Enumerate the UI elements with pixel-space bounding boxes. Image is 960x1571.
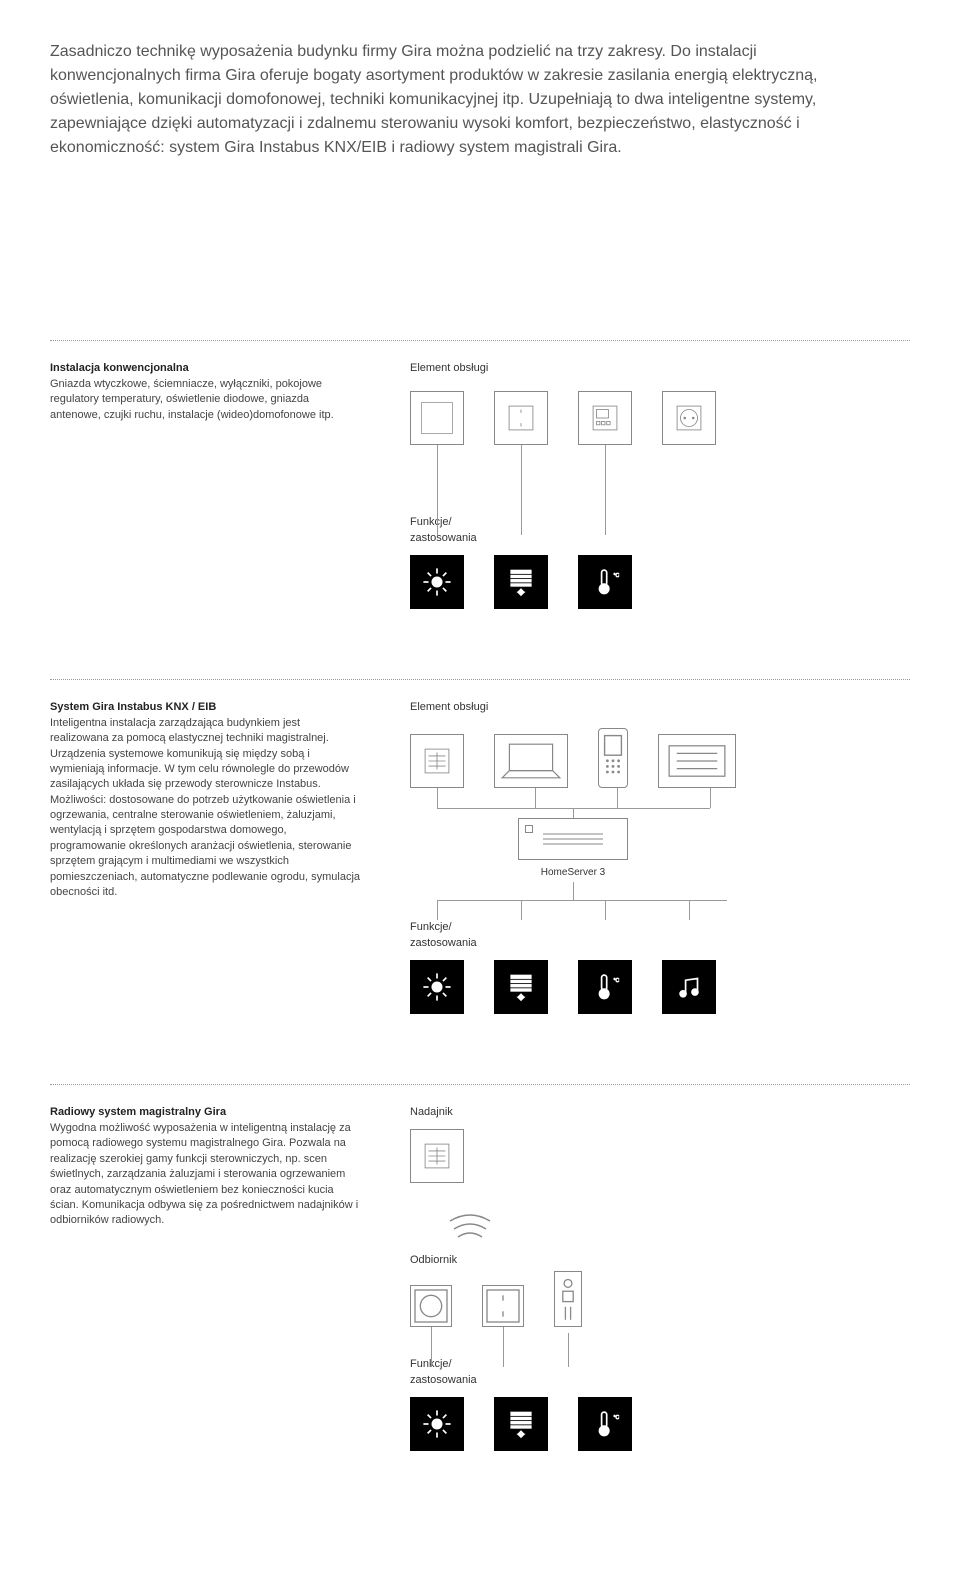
section-body: Wygodna możliwość wyposażenia w intelige… — [50, 1121, 360, 1229]
blinds-function-icon — [494, 555, 548, 609]
row-label: Odbiornik — [410, 1253, 910, 1269]
temperature-function-icon: °C — [578, 555, 632, 609]
receiver-rocker-icon — [482, 1285, 524, 1327]
touchpanel-device-icon — [658, 734, 736, 788]
receiver-actuator-icon — [554, 1271, 582, 1327]
section-knx: System Gira Instabus KNX / EIB Inteligen… — [50, 700, 910, 1044]
divider — [50, 679, 910, 680]
section-radio: Radiowy system magistralny Gira Wygodna … — [50, 1105, 910, 1481]
phone-device-icon — [598, 728, 628, 788]
section-title: System Gira Instabus KNX / EIB — [50, 700, 360, 716]
keypad-device-icon — [410, 734, 464, 788]
divider — [50, 1084, 910, 1085]
transmitter-device-icon — [410, 1129, 464, 1183]
svg-text:°C: °C — [614, 1415, 620, 1421]
homeserver-icon — [518, 818, 628, 860]
blinds-function-icon — [494, 960, 548, 1014]
switch-device-icon — [410, 391, 464, 445]
section-title: Instalacja konwencjonalna — [50, 361, 360, 377]
row-label: Funkcje/ zastosowania — [410, 1357, 910, 1389]
row-label: Funkcje/ zastosowania — [410, 515, 910, 547]
row-label: Funkcje/ zastosowania — [410, 920, 910, 952]
rocker-device-icon — [494, 391, 548, 445]
row-label: Nadajnik — [410, 1105, 910, 1121]
row-label: Element obsługi — [410, 700, 910, 716]
blinds-function-icon — [494, 1397, 548, 1451]
receiver-socket-icon — [410, 1285, 452, 1327]
section-body: Gniazda wtyczkowe, ściemniacze, wyłączni… — [50, 377, 360, 423]
radio-waves-icon — [410, 1213, 910, 1253]
intro-paragraph: Zasadniczo technikę wyposażenia budynku … — [50, 40, 890, 160]
svg-text:°C: °C — [614, 978, 620, 984]
light-function-icon — [410, 960, 464, 1014]
section-title: Radiowy system magistralny Gira — [50, 1105, 360, 1121]
svg-text:°C: °C — [614, 573, 620, 579]
laptop-device-icon — [494, 734, 568, 788]
temperature-function-icon: °C — [578, 960, 632, 1014]
section-body: Inteligentna instalacja zarządzająca bud… — [50, 716, 360, 901]
socket-device-icon — [662, 391, 716, 445]
light-function-icon — [410, 555, 464, 609]
row-label: Element obsługi — [410, 361, 910, 377]
section-conventional: Instalacja konwencjonalna Gniazda wtyczk… — [50, 361, 910, 639]
thermostat-device-icon — [578, 391, 632, 445]
light-function-icon — [410, 1397, 464, 1451]
homeserver-label: HomeServer 3 — [541, 866, 605, 881]
temperature-function-icon: °C — [578, 1397, 632, 1451]
divider — [50, 340, 910, 341]
music-function-icon — [662, 960, 716, 1014]
